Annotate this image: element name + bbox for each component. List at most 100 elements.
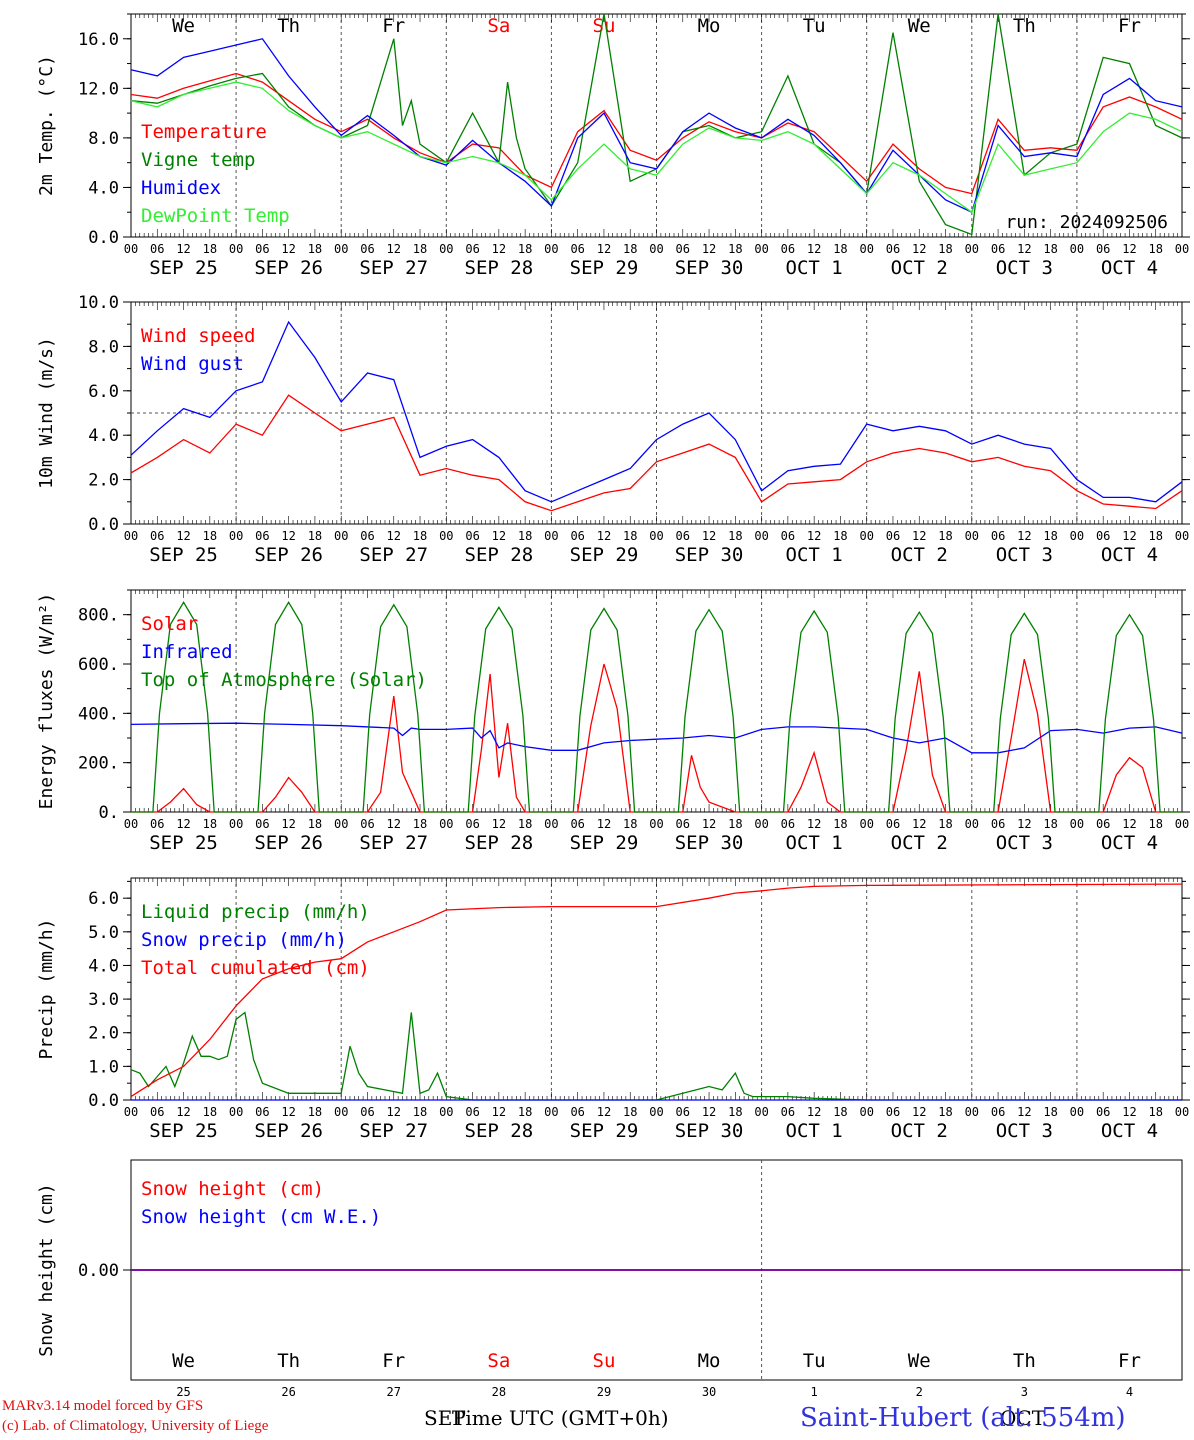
hour-tick-label: 06: [1096, 242, 1110, 256]
ytick-label: 4.0: [88, 426, 119, 446]
hour-tick-label: 12: [492, 1105, 506, 1119]
hour-tick-label: 00: [124, 242, 138, 256]
hour-tick-label: 12: [807, 817, 821, 831]
panel-3: 00 06 12 18 00 06 12 18 00 06 12 18 00 06 12 18 00 06 12 18…: [36, 589, 1190, 854]
hour-tick-label: 12: [176, 1105, 190, 1119]
ytick-label: 12.0: [78, 79, 119, 99]
date-label: OCT 1: [786, 544, 843, 566]
dow-label: Mo: [698, 1350, 721, 1372]
hour-tick-label: 00: [1070, 1105, 1084, 1119]
hour-tick-label: 18: [203, 529, 217, 543]
y-axis-label: Snow height (cm): [36, 1183, 57, 1356]
hour-tick-label: 06: [360, 1105, 374, 1119]
hour-tick-label: 18: [413, 242, 427, 256]
legend-entry: Liquid precip (mm/h): [141, 901, 370, 923]
legend-entry: Snow height (cm): [141, 1178, 324, 1200]
date-label: OCT 3: [996, 544, 1053, 566]
hour-tick-label: 00: [649, 242, 663, 256]
legend-entry: Snow precip (mm/h): [141, 929, 347, 951]
hour-tick-label: 06: [886, 1105, 900, 1119]
hour-tick-label: 12: [1122, 1105, 1136, 1119]
hour-tick-label: 06: [150, 529, 164, 543]
dow-label: Mo: [698, 15, 721, 37]
hour-tick-label: 06: [1096, 817, 1110, 831]
hour-tick-label: 06: [255, 529, 269, 543]
ytick-label: 10.0: [78, 293, 119, 313]
ytick-label: 8.0: [88, 337, 119, 357]
date-label: SEP 26: [254, 1120, 323, 1142]
date-label: SEP 29: [570, 1120, 639, 1142]
dow-label: Fr: [382, 1350, 405, 1372]
day-number-label: 26: [281, 1385, 295, 1399]
ytick-label: 0.00: [78, 1261, 119, 1281]
hour-tick-label: 12: [597, 1105, 611, 1119]
date-label: OCT 4: [1101, 1120, 1158, 1142]
hour-tick-label: 18: [833, 1105, 847, 1119]
footer-month-sep: SEP: [424, 1406, 466, 1430]
ytick-label: 200.: [78, 754, 119, 774]
hour-tick-label: 06: [465, 529, 479, 543]
hour-tick-label: 00: [754, 817, 768, 831]
dow-label: Fr: [382, 15, 405, 37]
dow-label: Su: [593, 15, 616, 37]
date-label: SEP 30: [675, 832, 744, 854]
hour-tick-label: 18: [833, 529, 847, 543]
hour-tick-label: 12: [702, 242, 716, 256]
day-number-label: 1: [811, 1385, 818, 1399]
hour-tick-label: 00: [965, 242, 979, 256]
hour-tick-label: 06: [465, 242, 479, 256]
ytick-label: 6.0: [88, 889, 119, 909]
legend-entry: Snow height (cm W.E.): [141, 1206, 381, 1228]
date-label: OCT 2: [891, 544, 948, 566]
x-axis-title: Time UTC (GMT+0h): [452, 1406, 669, 1430]
hour-tick-label: 00: [124, 817, 138, 831]
station-name: Saint-Hubert (alt. 554m): [800, 1403, 1126, 1433]
hour-tick-label: 18: [938, 817, 952, 831]
ytick-label: 16.0: [78, 30, 119, 50]
ytick-label: 3.0: [88, 990, 119, 1010]
date-label: SEP 28: [465, 832, 534, 854]
hour-tick-label: 12: [807, 529, 821, 543]
hour-tick-label: 00: [649, 817, 663, 831]
hour-tick-label: 18: [518, 529, 532, 543]
day-number-label: 2: [916, 1385, 923, 1399]
day-number-label: 3: [1021, 1385, 1028, 1399]
hour-tick-label: 06: [676, 242, 690, 256]
hour-tick-label: 00: [1070, 817, 1084, 831]
series-line-top-of-atmosphere-solar-: [131, 601, 1182, 813]
hour-tick-label: 18: [623, 529, 637, 543]
dow-label: We: [908, 15, 931, 37]
dow-label: Tu: [803, 1350, 826, 1372]
hour-tick-label: 18: [938, 529, 952, 543]
hour-tick-label: 00: [754, 1105, 768, 1119]
hour-tick-label: 12: [492, 529, 506, 543]
hour-tick-label: 06: [360, 242, 374, 256]
hour-tick-label: 06: [570, 817, 584, 831]
date-label: SEP 25: [149, 1120, 218, 1142]
series-line-temperature: [130, 72, 1183, 195]
legend-entry: Solar: [141, 613, 198, 635]
panel-1: 00 06 12 18 00 06 12 18 00 06 12 18 00 06 12 18 00 06 12 18…: [36, 13, 1190, 279]
footer-month-oct: OCT: [1000, 1406, 1046, 1430]
legend-entry: Top of Atmosphere (Solar): [141, 669, 427, 691]
date-label: SEP 30: [675, 257, 744, 279]
ytick-label: 6.0: [88, 382, 119, 402]
date-label: OCT 3: [996, 257, 1053, 279]
hour-tick-label: 00: [1175, 529, 1189, 543]
date-label: SEP 25: [149, 832, 218, 854]
hour-tick-label: 06: [360, 817, 374, 831]
hour-tick-label: 06: [465, 817, 479, 831]
hour-tick-label: 06: [570, 242, 584, 256]
hour-tick-label: 18: [308, 1105, 322, 1119]
hour-tick-label: 00: [334, 817, 348, 831]
dow-label: We: [172, 15, 195, 37]
hour-tick-label: 18: [1148, 242, 1162, 256]
hour-tick-label: 18: [623, 817, 637, 831]
dow-label: Th: [1013, 1350, 1036, 1372]
dow-label: We: [908, 1350, 931, 1372]
date-label: SEP 28: [465, 544, 534, 566]
hour-tick-label: 00: [544, 242, 558, 256]
credit-line-1: MARv3.14 model forced by GFS: [2, 1398, 204, 1414]
dow-label: Th: [277, 15, 300, 37]
